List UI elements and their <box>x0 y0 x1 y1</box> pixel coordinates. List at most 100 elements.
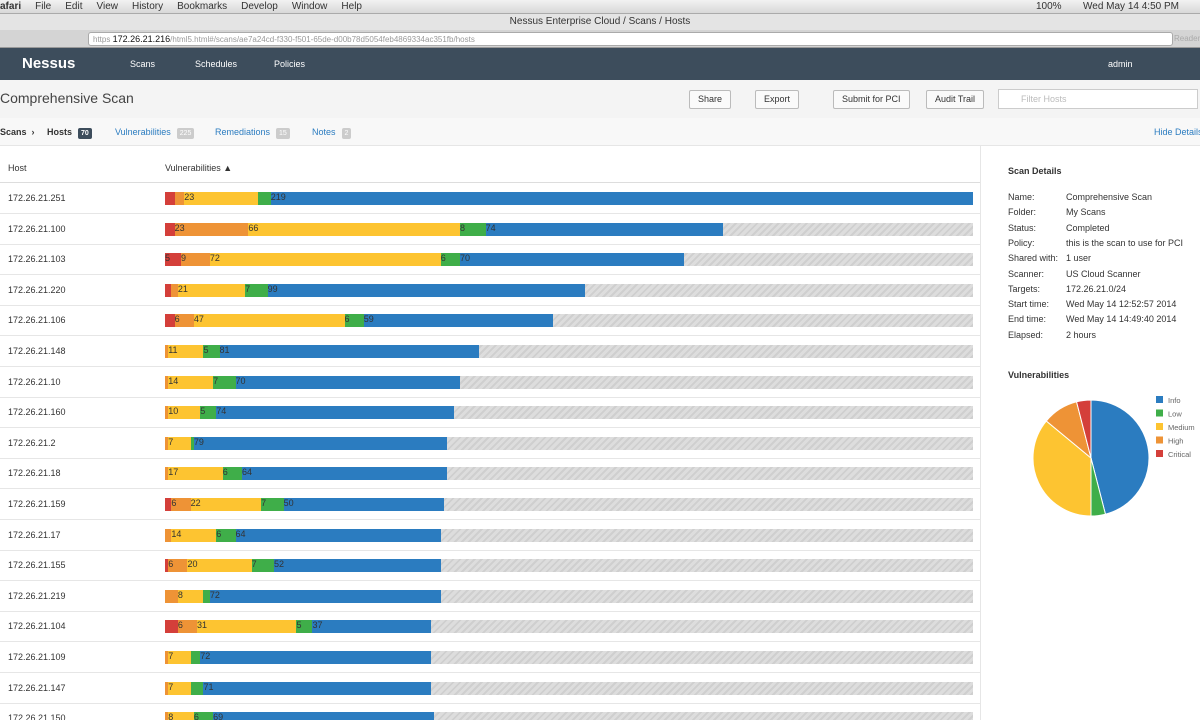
bar-segment: 5 <box>165 253 182 267</box>
column-header[interactable]: Host <box>8 163 27 173</box>
host-row[interactable]: 172.26.21.147 7 71 <box>0 673 980 704</box>
bar-segment: 22 <box>190 498 262 511</box>
field-value: Completed <box>1066 222 1110 233</box>
legend-label: Info <box>1168 396 1181 405</box>
menu-item[interactable]: Edit <box>65 1 83 12</box>
host-name[interactable]: 172.26.21.148 <box>8 346 66 356</box>
bar-segment: 23 <box>184 192 258 205</box>
host-name[interactable]: 172.26.21.159 <box>8 499 66 509</box>
bar-segment: 20 <box>187 559 252 573</box>
host-row[interactable]: 172.26.21.10 14 7 70 <box>0 367 980 398</box>
host-name[interactable]: 172.26.21.18 <box>8 468 61 479</box>
bar-segment: 6 <box>177 620 198 634</box>
tab[interactable]: Vulnerabilities 225 <box>115 127 195 139</box>
host-name[interactable]: 172.26.21.2 <box>8 437 56 448</box>
menu-item[interactable]: Window <box>291 1 328 12</box>
host-row[interactable]: 172.26.21.104 6 31 5 37 <box>0 611 980 643</box>
nav-link[interactable]: Schedules <box>195 59 238 69</box>
host-row[interactable]: 172.26.21.106 6 47 6 59 <box>0 305 980 337</box>
host-name[interactable]: 172.26.21.17 <box>8 529 61 540</box>
field-key: Targets: <box>1008 283 1041 294</box>
host-row[interactable]: 172.26.21.148 11 5 81 <box>0 336 980 367</box>
host-row[interactable]: 172.26.21.160 10 5 74 <box>0 397 980 429</box>
host-name[interactable]: 172.26.21.251 <box>8 193 66 203</box>
host-row[interactable]: 172.26.21.219 8 72 <box>0 581 980 612</box>
legend-label: Critical <box>1168 450 1191 459</box>
host-row[interactable]: 172.26.21.251 23 219 <box>0 183 980 214</box>
menu-bar: afari File Edit View History Bookmarks Develop… <box>0 0 1200 14</box>
button[interactable]: Export <box>755 90 800 109</box>
bar-segment: 6 <box>174 314 194 328</box>
tab-count: 2 <box>341 128 352 139</box>
nav-link[interactable]: Scans <box>130 59 156 69</box>
nav-link[interactable]: Policies <box>274 59 306 69</box>
bar-segment: 7 <box>168 436 191 450</box>
tab[interactable]: Notes 2 <box>312 127 352 139</box>
hide-details[interactable]: Hide Details <box>1154 127 1200 137</box>
host-row[interactable]: 172.26.21.220 21 7 99 <box>0 275 980 306</box>
field-value: 172.26.21.0/24 <box>1066 283 1127 294</box>
bar-segment: 6 <box>193 712 214 720</box>
host-row[interactable]: 172.26.21.100 23 66 8 74 <box>0 214 980 245</box>
crumb[interactable]: Scans <box>0 127 27 137</box>
menu-item[interactable]: History <box>131 1 164 12</box>
menu-item[interactable]: Bookmarks <box>177 1 228 12</box>
host-name[interactable]: 172.26.21.147 <box>8 682 66 693</box>
button[interactable]: Share <box>689 90 732 109</box>
bar-segment: 7 <box>168 651 191 664</box>
host-name[interactable]: 172.26.21.100 <box>8 223 66 234</box>
address-field[interactable]: https 172.26.21.216/html5.html#/scans/ae… <box>88 32 1173 46</box>
brand[interactable]: Nessus <box>22 55 76 72</box>
field-value: Wed May 14 14:49:40 2014 <box>1066 314 1177 325</box>
legend-label: High <box>1168 437 1183 446</box>
bar-segment: 52 <box>274 559 441 573</box>
menu-item[interactable]: Develop <box>241 1 278 12</box>
button[interactable]: Audit Trail <box>926 90 985 109</box>
bar-segment <box>165 651 169 664</box>
bar-segment <box>165 498 172 511</box>
bar-segment <box>165 559 169 573</box>
host-name[interactable]: 172.26.21.104 <box>8 621 66 632</box>
field-key: End time: <box>1008 314 1047 325</box>
host-row[interactable]: 172.26.21.159 6 22 7 50 <box>0 489 980 520</box>
bar-segment: 17 <box>168 467 223 481</box>
host-name[interactable]: 172.26.21.219 <box>8 590 66 601</box>
host-name[interactable]: 172.26.21.155 <box>8 560 66 571</box>
bar-segment <box>165 528 172 542</box>
bar-segment: 72 <box>200 651 432 664</box>
filter-input[interactable]: Filter Hosts <box>998 89 1198 109</box>
host-name[interactable]: 172.26.21.103 <box>8 254 66 265</box>
bar-segment <box>190 651 201 664</box>
vuln-bar: 10 5 74 <box>165 406 973 420</box>
table-header: Host Vulnerabilities ▲ <box>0 146 980 183</box>
host-row[interactable]: 172.26.21.17 14 6 64 <box>0 520 980 551</box>
host-name[interactable]: 172.26.21.160 <box>8 407 66 418</box>
breadcrumb[interactable]: Scans › <box>0 127 35 137</box>
reader-button[interactable]: Reader <box>1174 34 1200 43</box>
vuln-bar: 6 20 7 52 <box>165 559 973 573</box>
host-name[interactable]: 172.26.21.106 <box>8 315 66 326</box>
menu-item[interactable]: View <box>96 1 118 12</box>
tab[interactable]: Hosts 70 <box>47 127 92 139</box>
menu-item[interactable]: File <box>35 1 52 12</box>
host-row[interactable]: 172.26.21.109 7 72 <box>0 642 980 673</box>
host-row[interactable]: 172.26.21.18 17 6 64 <box>0 458 980 490</box>
column-header[interactable]: Vulnerabilities ▲ <box>165 163 233 173</box>
host-name[interactable]: 172.26.21.109 <box>8 652 66 662</box>
bar-segment: 74 <box>485 222 723 236</box>
app-menu[interactable]: afari <box>0 1 22 12</box>
tab[interactable]: Remediations 15 <box>215 127 290 139</box>
host-name[interactable]: 172.26.21.10 <box>8 376 61 387</box>
host-row[interactable]: 172.26.21.150 8 6 69 <box>0 703 980 720</box>
user-menu[interactable]: admin <box>1108 59 1133 69</box>
menu-item[interactable]: Help <box>341 1 362 12</box>
host-row[interactable]: 172.26.21.2 7 79 <box>0 428 980 459</box>
legend-swatch <box>1156 423 1163 430</box>
legend-swatch <box>1156 396 1163 403</box>
host-row[interactable]: 172.26.21.155 6 20 7 52 <box>0 550 980 582</box>
button[interactable]: Submit for PCI <box>833 90 910 109</box>
host-name[interactable]: 172.26.21.150 <box>8 713 66 720</box>
host-row[interactable]: 172.26.21.103 5 9 72 6 70 <box>0 244 980 276</box>
host-name[interactable]: 172.26.21.220 <box>8 284 66 295</box>
toolbar: https 172.26.21.216/html5.html#/scans/ae… <box>0 30 1200 48</box>
